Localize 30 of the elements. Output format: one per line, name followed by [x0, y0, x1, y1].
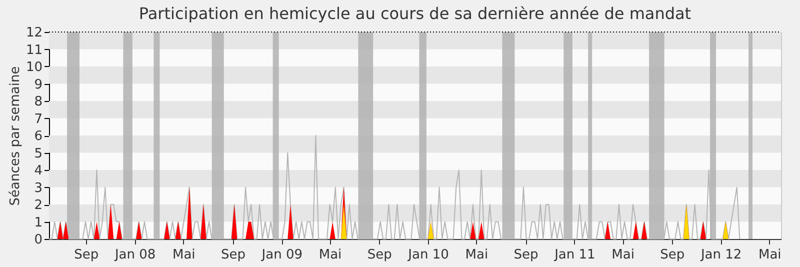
y-tick-label: 9: [34, 77, 42, 92]
y-tick-label: 11: [26, 42, 42, 58]
x-tick-label: Sep: [74, 248, 99, 262]
x-tick-label: Sep: [660, 248, 685, 262]
x-tick-label: Jan 10: [407, 248, 449, 262]
x-tick-label: Mai: [465, 248, 488, 262]
y-tick-label: 3: [34, 180, 42, 196]
y-tick-label: 1: [34, 215, 42, 230]
x-tick-label: Mai: [318, 248, 342, 262]
x-tick-label: Mai: [172, 248, 196, 262]
y-tick-label: 6: [34, 129, 42, 144]
x-tick-label: Jan 09: [260, 248, 302, 262]
y-axis-title: Séances par semaine: [8, 66, 23, 206]
chart-title: Participation en hemicycle au cours de sa dernière année de mandat: [138, 4, 692, 23]
x-tick-label: Mai: [758, 248, 782, 262]
y-tick-label: 12: [26, 26, 42, 40]
y-tick-label: 0: [34, 232, 42, 248]
x-tick-label: Sep: [220, 248, 246, 262]
x-tick-label: Mai: [612, 248, 634, 262]
y-tick-label: 4: [34, 164, 42, 178]
x-tick-label: Jan 08: [114, 248, 156, 262]
x-tick-label: Jan 11: [554, 248, 596, 262]
y-tick-label: 8: [34, 94, 42, 110]
x-tick-label: Sep: [514, 248, 538, 262]
x-tick-label: Sep: [367, 248, 392, 262]
y-tick-label: 2: [34, 198, 42, 213]
y-tick-label: 7: [34, 112, 42, 127]
y-tick-label: 10: [26, 60, 42, 75]
x-tick-label: Jan 12: [700, 248, 742, 262]
y-tick-label: 5: [34, 146, 42, 162]
